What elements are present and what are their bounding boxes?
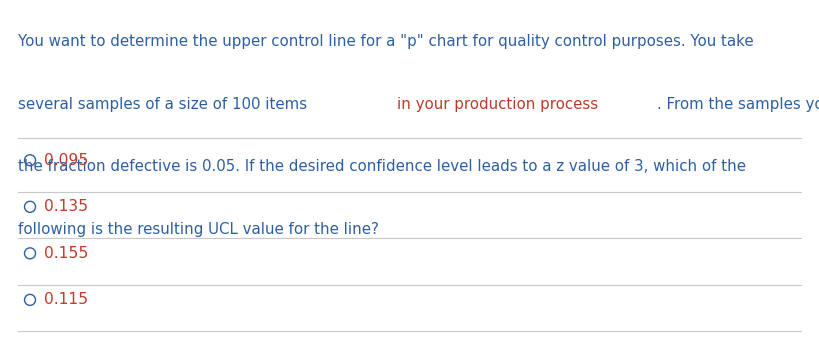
Text: . From the samples you determine: . From the samples you determine (657, 97, 819, 112)
Text: 0.095: 0.095 (43, 153, 88, 168)
Text: several samples of a size of 100 items: several samples of a size of 100 items (18, 97, 312, 112)
Text: 0.115: 0.115 (43, 292, 88, 308)
Text: 0.155: 0.155 (43, 246, 88, 261)
Text: in your production process: in your production process (397, 97, 599, 112)
Text: the fraction defective is 0.05. If the desired confidence level leads to a z val: the fraction defective is 0.05. If the d… (18, 159, 746, 174)
Text: You want to determine the upper control line for a "p" chart for quality control: You want to determine the upper control … (18, 34, 753, 49)
Text: following is the resulting UCL value for the line?: following is the resulting UCL value for… (18, 222, 379, 237)
Text: 0.135: 0.135 (43, 199, 88, 214)
